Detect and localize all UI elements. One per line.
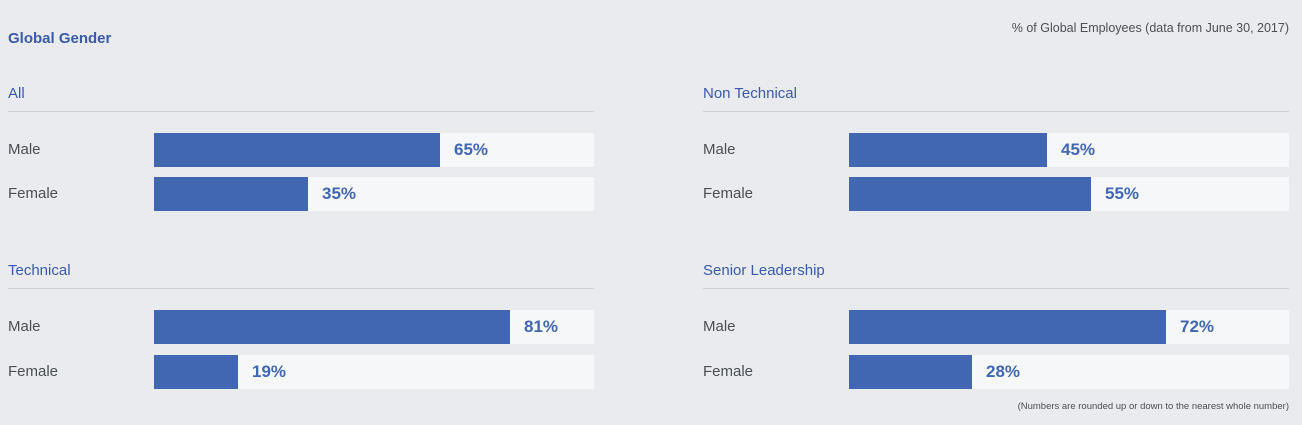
bar-row-male: Male 72% (703, 310, 1289, 344)
panel-senior-leadership: Senior Leadership Male 72% Female 28% (703, 262, 1289, 392)
category-label: Male (703, 318, 736, 335)
category-label: Male (8, 141, 41, 158)
bar-track: 55% (849, 177, 1289, 211)
value-label: 35% (322, 184, 357, 203)
value-label: 72% (1180, 317, 1215, 336)
bar-row-male: Male 81% (8, 310, 594, 344)
value-label: 45% (1061, 140, 1096, 159)
footnote: (Numbers are rounded up or down to the n… (1017, 401, 1289, 412)
panel-divider (8, 111, 594, 112)
bar (154, 310, 510, 344)
bar-track: 65% (154, 133, 594, 167)
bar-row-female: Female 19% (8, 355, 594, 389)
panel-title: Senior Leadership (703, 262, 825, 279)
value-label: 28% (986, 362, 1021, 381)
bar-track: 35% (154, 177, 594, 211)
panel-non-technical: Non Technical Male 45% Female 55% (703, 85, 1289, 215)
panel-technical: Technical Male 81% Female 19% (8, 262, 594, 392)
panel-divider (703, 288, 1289, 289)
bar-row-female: Female 28% (703, 355, 1289, 389)
bar-track: 19% (154, 355, 594, 389)
panel-title: Technical (8, 262, 71, 279)
value-label: 81% (524, 317, 559, 336)
panel-divider (703, 111, 1289, 112)
category-label: Female (8, 185, 59, 202)
bar (154, 355, 238, 389)
bar-track: 81% (154, 310, 594, 344)
bar (849, 355, 972, 389)
chart-subtitle: % of Global Employees (data from June 30… (1011, 21, 1289, 35)
bar-track: 45% (849, 133, 1289, 167)
bar (154, 177, 308, 211)
category-label: Male (703, 141, 736, 158)
chart-title: Global Gender (8, 30, 112, 47)
bar-track: 72% (849, 310, 1289, 344)
panel-all: All Male 65% Female 35% (8, 85, 594, 215)
bar-track: 28% (849, 355, 1289, 389)
bar (849, 177, 1091, 211)
value-label: 55% (1105, 184, 1140, 203)
bar-row-female: Female 55% (703, 177, 1289, 211)
value-label: 65% (454, 140, 489, 159)
category-label: Male (8, 318, 41, 335)
bar-row-male: Male 65% (8, 133, 594, 167)
bar (849, 310, 1166, 344)
bar-row-male: Male 45% (703, 133, 1289, 167)
value-label: 19% (252, 362, 287, 381)
category-label: Female (703, 185, 754, 202)
bar (849, 133, 1047, 167)
category-label: Female (703, 363, 754, 380)
category-label: Female (8, 363, 59, 380)
bar-row-female: Female 35% (8, 177, 594, 211)
panel-divider (8, 288, 594, 289)
panel-title: Non Technical (703, 85, 797, 102)
bar (154, 133, 440, 167)
panel-title: All (8, 85, 25, 102)
